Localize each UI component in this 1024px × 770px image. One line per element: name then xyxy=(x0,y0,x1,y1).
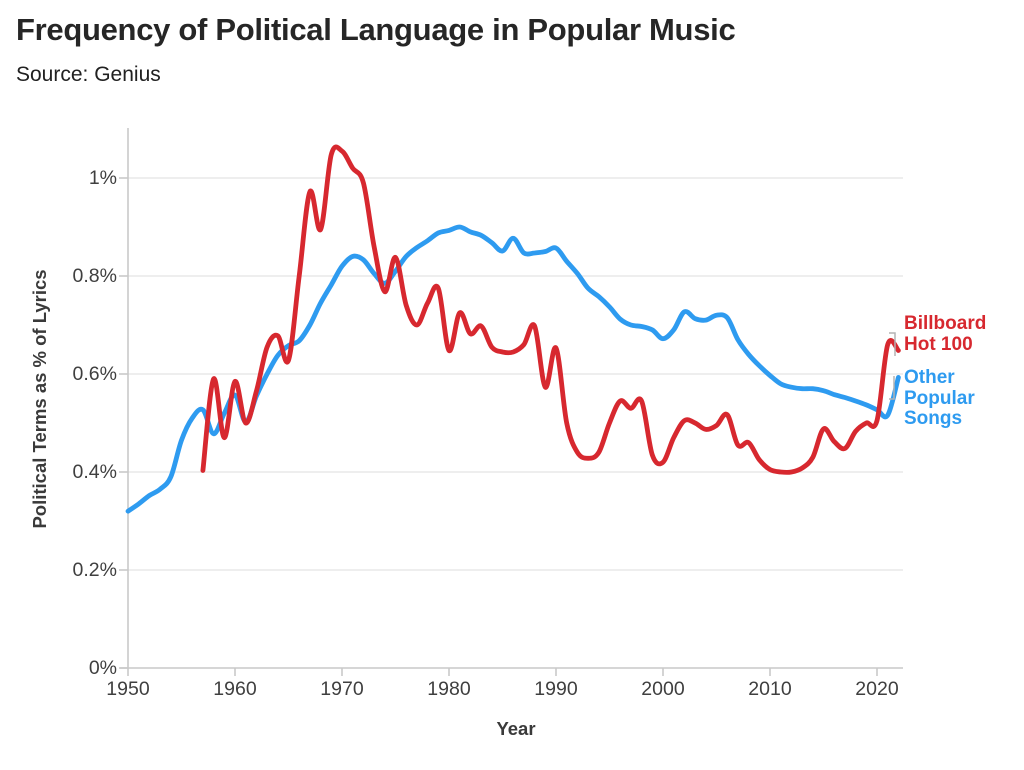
series-label-line: Hot 100 xyxy=(904,333,973,355)
x-axis-tick-label: 1950 xyxy=(106,678,150,700)
y-axis-tick-label: 1% xyxy=(88,167,117,189)
series-label-billboard-hot-100: Billboard Hot 100 xyxy=(904,313,987,355)
series-label-line: Billboard xyxy=(904,313,987,334)
x-axis-tick-label: 2020 xyxy=(855,678,899,700)
series-label-other-popular-songs: Other Popular Songs xyxy=(904,367,975,430)
series-label-line: Other xyxy=(904,367,955,388)
x-axis-tick-label: 1970 xyxy=(320,678,364,700)
series-line-billboard-hot-100 xyxy=(200,144,901,475)
x-axis-tick-label: 2000 xyxy=(641,678,685,700)
y-axis-tick-label: 0.8% xyxy=(72,265,117,287)
series-label-line: Songs xyxy=(904,408,963,429)
y-axis-tick-label: 0.4% xyxy=(72,461,117,483)
label-leader-billboard xyxy=(889,332,896,356)
x-axis-tick-label: 1980 xyxy=(427,678,471,700)
y-axis-tick-label: 0.6% xyxy=(72,363,117,385)
x-axis-tick-label: 2010 xyxy=(748,678,792,700)
x-axis-title: Year xyxy=(496,718,536,739)
y-axis-tick-label: 0.2% xyxy=(72,559,117,581)
label-leader-other xyxy=(889,376,895,400)
x-axis-tick-label: 1990 xyxy=(534,678,578,700)
chart-title: Frequency of Political Language in Popul… xyxy=(16,12,736,47)
chart-source: Source: Genius xyxy=(16,63,161,86)
y-axis-title: Political Terms as % of Lyrics xyxy=(29,269,50,529)
x-axis-tick-label: 1960 xyxy=(213,678,257,700)
series-line-other-popular-songs xyxy=(125,224,901,514)
y-axis-tick-label: 0% xyxy=(88,657,117,679)
series-label-line: Popular xyxy=(904,387,975,409)
